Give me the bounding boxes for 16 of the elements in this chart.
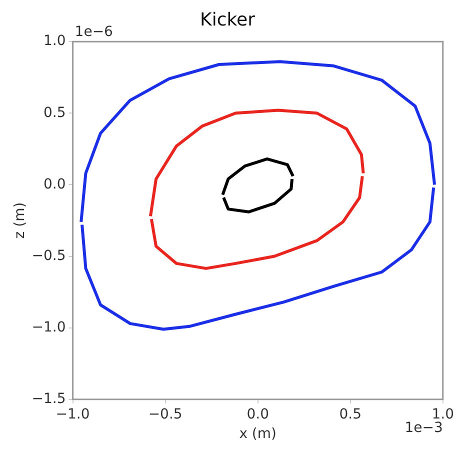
text: 1e−3 — [404, 420, 443, 436]
y-tick-label: 1.0 — [44, 33, 66, 50]
y-axis-title: z (m) — [12, 202, 28, 239]
x-tick-label: −1.0 — [56, 406, 90, 422]
text: 1e−6 — [74, 24, 114, 40]
y-tick-label: −1.0 — [32, 319, 66, 336]
x-tick-label: −0.5 — [148, 406, 182, 422]
y-tick-label: 0.5 — [44, 104, 66, 121]
x-axis-title: x (m) — [239, 426, 276, 442]
x-tick-label: 1.0 — [432, 406, 454, 422]
y-tick-label: −1.5 — [32, 391, 66, 408]
x-tick-label: 0.0 — [246, 406, 269, 422]
chart-title: Kicker — [200, 9, 256, 30]
y-tick-label: 0.0 — [44, 176, 66, 192]
y-tick-label: −0.5 — [32, 248, 66, 264]
x-tick-label: 0.5 — [339, 406, 362, 422]
